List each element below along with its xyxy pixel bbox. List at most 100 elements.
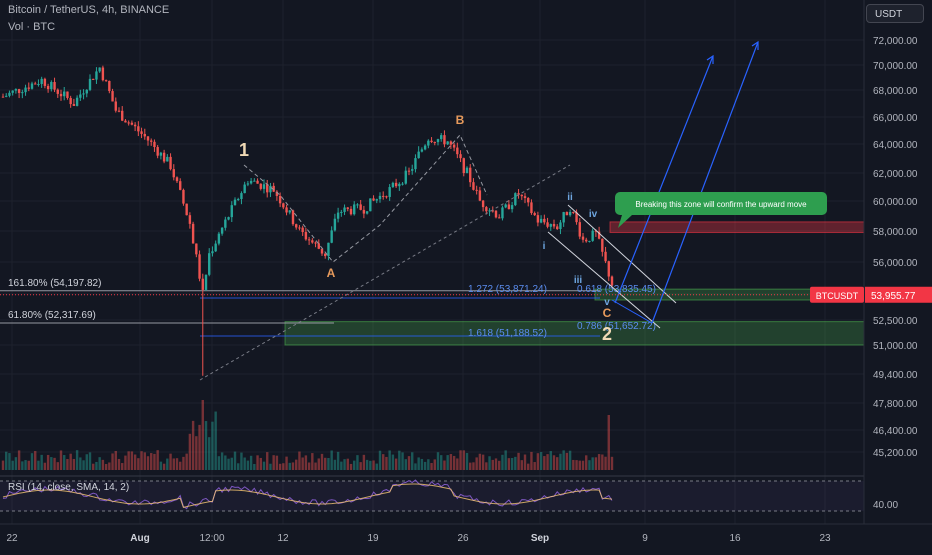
volume-bar [469,462,472,470]
volume-bar [111,453,114,470]
volume-bar [101,459,105,470]
volume-bar [559,453,562,470]
candle [266,184,269,193]
candle [211,251,214,254]
candle [133,124,137,127]
candle [440,135,443,140]
volume-bar [150,453,153,470]
volume-bar [591,457,594,470]
candle [465,167,469,174]
volume-bar [420,458,424,470]
candle [523,196,527,199]
candle [104,80,108,82]
candle [501,207,504,219]
volume-bar [237,463,240,470]
candle [552,224,556,227]
volume-bar [436,452,440,470]
volume-bar [17,450,21,470]
candle [475,189,478,191]
candle [485,207,488,212]
volume-bar [37,460,40,470]
volume-bar [282,463,285,470]
wave-label: A [327,266,336,280]
price-tick-label: 47,800.00 [873,399,918,410]
wave-label: C [603,306,612,320]
volume-bar [336,451,340,470]
candle [95,71,98,80]
candle [562,212,565,223]
volume-bar [465,452,469,470]
candle [543,218,546,223]
candle [66,91,69,98]
volume-bar [275,455,279,470]
candle [340,211,343,213]
volume-bar [233,451,237,470]
candle [462,158,465,174]
volume-bar [66,458,69,470]
volume-bar [327,457,330,470]
volume-bar [63,455,66,470]
volume-bar [85,454,88,470]
candle [233,199,237,206]
volume-bar [382,454,385,470]
price-tick-label: 45,200.00 [873,448,918,459]
candle [510,205,514,210]
candle [259,183,262,189]
volume-bar [11,460,14,470]
candle [291,210,295,225]
volume-bar [375,463,378,470]
volume-bar [217,456,221,470]
candle [394,182,398,187]
volume-bar [401,452,404,470]
candle [14,89,18,91]
wave-label: B [456,113,465,127]
candle [198,254,201,279]
candle [343,207,346,212]
volume-bar [588,460,591,470]
candle [85,89,88,94]
volume-bar [411,452,414,470]
volume-bar [610,456,614,470]
candle [130,122,134,125]
candle [40,78,43,84]
candle [320,248,324,254]
volume-bar [130,451,134,470]
volume-bar [159,461,163,470]
candle [398,183,401,187]
volume-bar [104,463,108,470]
volume-bar [365,459,369,470]
volume-bar [227,458,230,470]
candle [327,242,330,257]
volume-bar [572,459,575,470]
candle [27,87,30,89]
candle [63,91,66,97]
volume-bar [597,454,601,470]
candle [597,231,601,239]
currency-button[interactable]: USDT [866,4,924,23]
volume-bar [498,460,501,470]
candle [249,180,253,184]
candle [295,224,298,228]
candle [559,222,562,230]
volume-bar [262,461,266,470]
candle [150,140,153,142]
volume-bar [133,454,137,470]
price-badge [865,286,932,303]
candle [98,67,101,72]
volume-bar [317,458,320,470]
candle [388,187,391,197]
volume-bar [388,450,391,470]
volume-bar [140,451,143,470]
candle [517,193,520,195]
time-tick-label: 12 [277,533,289,544]
time-tick-label: 19 [367,533,379,544]
candle [92,78,95,80]
volume-bar [53,457,56,470]
volume-bar [552,455,556,470]
volume-bar [208,437,211,470]
price-tick-label: 58,000.00 [873,227,918,238]
symbol-badge-text: BTCUSDT [816,291,859,301]
volume-bar [201,400,204,470]
volume-bar [195,436,198,470]
